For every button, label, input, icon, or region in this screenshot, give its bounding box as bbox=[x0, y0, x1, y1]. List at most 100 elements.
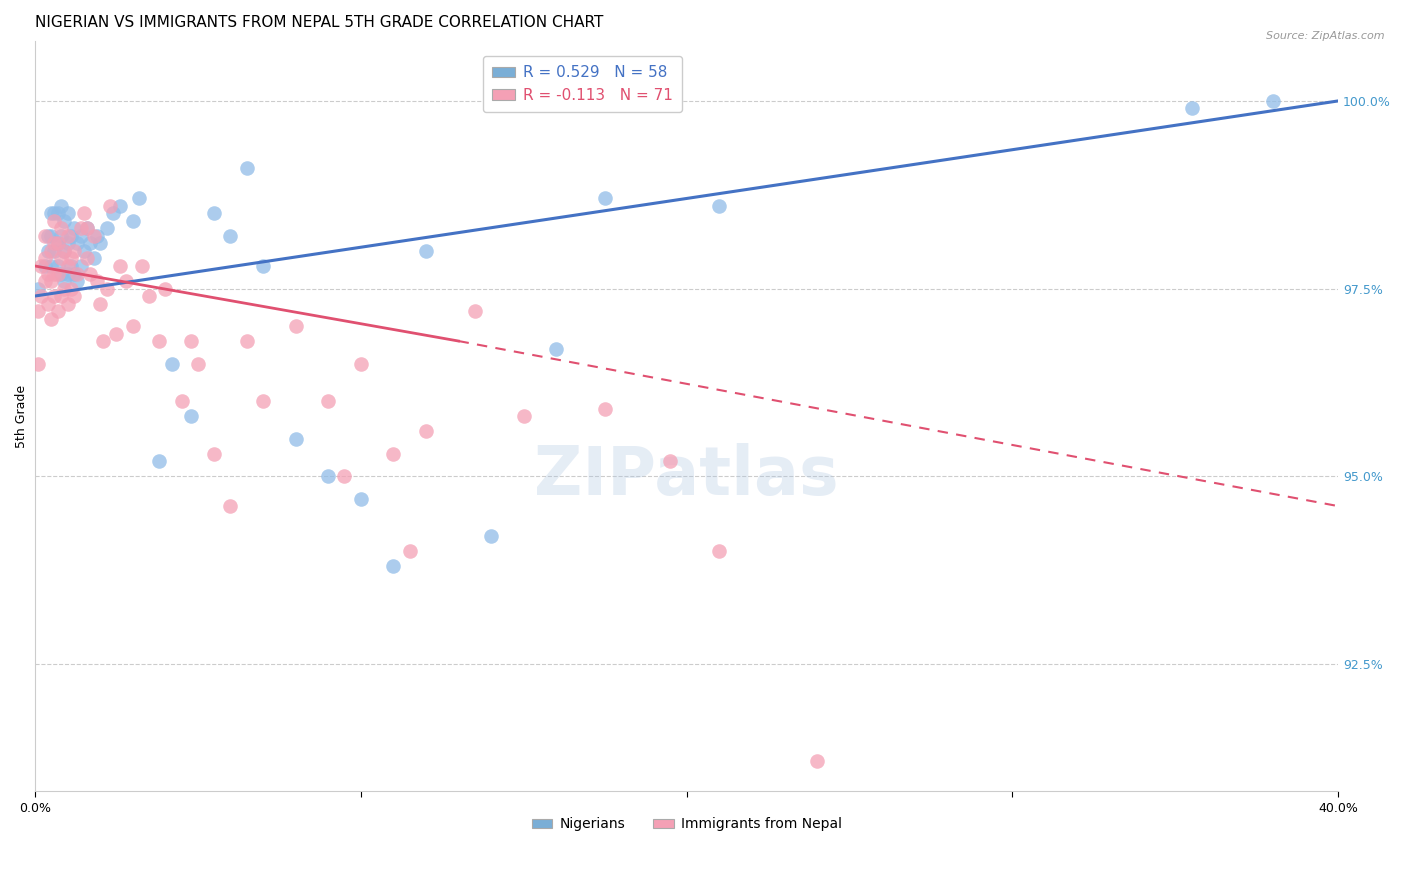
Point bbox=[105, 326, 128, 341]
Point bbox=[39, 244, 62, 258]
Point bbox=[155, 281, 177, 295]
Point bbox=[56, 259, 79, 273]
Point bbox=[709, 544, 731, 558]
Point bbox=[53, 281, 76, 295]
Point bbox=[73, 206, 96, 220]
Point bbox=[464, 304, 486, 318]
Point bbox=[115, 274, 138, 288]
Point bbox=[148, 334, 170, 348]
Point bbox=[34, 274, 56, 288]
Point bbox=[415, 244, 437, 258]
Point bbox=[56, 206, 79, 220]
Point bbox=[89, 236, 111, 251]
Point bbox=[187, 357, 209, 371]
Point bbox=[252, 259, 274, 273]
Point bbox=[66, 236, 89, 251]
Point bbox=[63, 221, 86, 235]
Point bbox=[44, 244, 66, 258]
Point bbox=[44, 267, 66, 281]
Point bbox=[96, 221, 118, 235]
Point bbox=[44, 206, 66, 220]
Point bbox=[46, 259, 69, 273]
Point bbox=[180, 334, 202, 348]
Point bbox=[39, 259, 62, 273]
Point bbox=[806, 754, 828, 768]
Point bbox=[39, 206, 62, 220]
Point bbox=[44, 289, 66, 303]
Point bbox=[1181, 102, 1204, 116]
Point bbox=[131, 259, 153, 273]
Point bbox=[59, 252, 82, 266]
Point bbox=[34, 259, 56, 273]
Point bbox=[593, 401, 616, 416]
Point bbox=[44, 236, 66, 251]
Point bbox=[37, 296, 59, 310]
Point bbox=[53, 244, 76, 258]
Point bbox=[86, 274, 108, 288]
Point bbox=[83, 252, 105, 266]
Point bbox=[76, 252, 98, 266]
Point bbox=[30, 289, 52, 303]
Point bbox=[49, 229, 72, 244]
Point bbox=[37, 229, 59, 244]
Point bbox=[398, 544, 420, 558]
Point bbox=[49, 221, 72, 235]
Point bbox=[56, 296, 79, 310]
Point bbox=[170, 394, 193, 409]
Point bbox=[56, 236, 79, 251]
Point bbox=[89, 296, 111, 310]
Point bbox=[56, 229, 79, 244]
Point bbox=[66, 274, 89, 288]
Point bbox=[709, 199, 731, 213]
Point bbox=[121, 319, 143, 334]
Point bbox=[284, 319, 307, 334]
Point bbox=[69, 229, 91, 244]
Point bbox=[148, 454, 170, 468]
Point bbox=[479, 529, 502, 543]
Point bbox=[66, 267, 89, 281]
Point bbox=[350, 491, 373, 506]
Point bbox=[382, 447, 405, 461]
Point bbox=[59, 281, 82, 295]
Point bbox=[46, 267, 69, 281]
Text: ZIPatlas: ZIPatlas bbox=[534, 443, 839, 509]
Point bbox=[350, 357, 373, 371]
Point bbox=[86, 229, 108, 244]
Point bbox=[160, 357, 183, 371]
Point bbox=[108, 199, 131, 213]
Point bbox=[39, 274, 62, 288]
Point bbox=[46, 236, 69, 251]
Point bbox=[44, 214, 66, 228]
Point bbox=[79, 236, 101, 251]
Point bbox=[593, 191, 616, 205]
Point bbox=[415, 424, 437, 438]
Point bbox=[235, 334, 257, 348]
Point bbox=[69, 221, 91, 235]
Point bbox=[180, 409, 202, 423]
Point bbox=[63, 289, 86, 303]
Point bbox=[53, 274, 76, 288]
Point bbox=[219, 229, 242, 244]
Legend: Nigerians, Immigrants from Nepal: Nigerians, Immigrants from Nepal bbox=[526, 812, 848, 837]
Point bbox=[56, 267, 79, 281]
Point bbox=[382, 559, 405, 574]
Text: Source: ZipAtlas.com: Source: ZipAtlas.com bbox=[1267, 31, 1385, 41]
Point bbox=[27, 281, 49, 295]
Point bbox=[53, 214, 76, 228]
Point bbox=[39, 311, 62, 326]
Point bbox=[284, 432, 307, 446]
Point bbox=[73, 244, 96, 258]
Point bbox=[37, 267, 59, 281]
Point bbox=[27, 304, 49, 318]
Point bbox=[63, 244, 86, 258]
Point bbox=[96, 281, 118, 295]
Point bbox=[27, 357, 49, 371]
Point bbox=[37, 244, 59, 258]
Point bbox=[46, 236, 69, 251]
Point bbox=[93, 334, 115, 348]
Point bbox=[34, 252, 56, 266]
Point bbox=[202, 206, 225, 220]
Point bbox=[59, 259, 82, 273]
Point bbox=[1261, 94, 1284, 108]
Point bbox=[49, 199, 72, 213]
